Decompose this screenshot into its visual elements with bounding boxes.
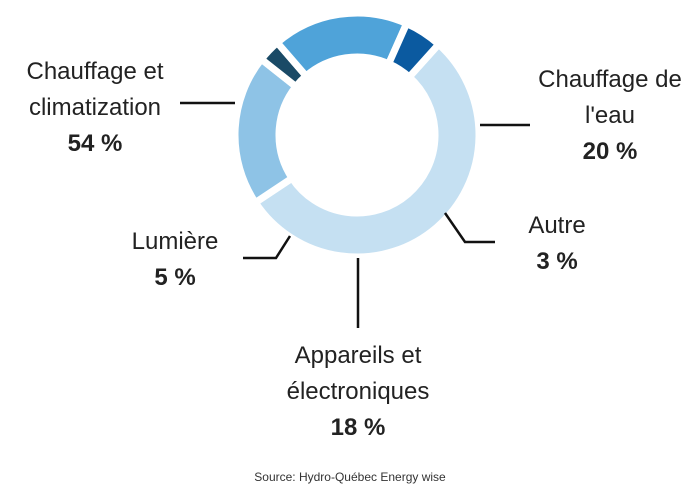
value-label: 18 %: [330, 414, 386, 441]
value-label: 3 %: [536, 248, 578, 275]
leader-line: [443, 212, 495, 244]
value-label: 54 %: [67, 130, 123, 157]
slice-label: Lumière 5 %: [105, 224, 245, 296]
category-label: Chauffage et climatization: [26, 58, 164, 121]
category-label: Chauffage de l'eau: [538, 66, 682, 129]
slice-label: Autre 3 %: [497, 208, 617, 280]
category-label: Lumière: [131, 228, 219, 255]
value-label: 5 %: [154, 264, 196, 291]
value-label: 20 %: [582, 138, 638, 165]
slice: [250, 39, 483, 261]
slice-label: Appareils et électroniques 18 %: [258, 338, 458, 446]
category-label: Autre: [528, 212, 586, 239]
source: Source: Hydro-Québec Energy wise: [254, 470, 446, 484]
slice-label: Chauffage de l'eau 20 %: [520, 62, 700, 170]
slice-label: Chauffage et climatization 54 %: [5, 54, 185, 162]
category-label: Appareils et électroniques: [286, 342, 430, 405]
slice: [384, 18, 444, 82]
leader-line: [243, 235, 292, 260]
